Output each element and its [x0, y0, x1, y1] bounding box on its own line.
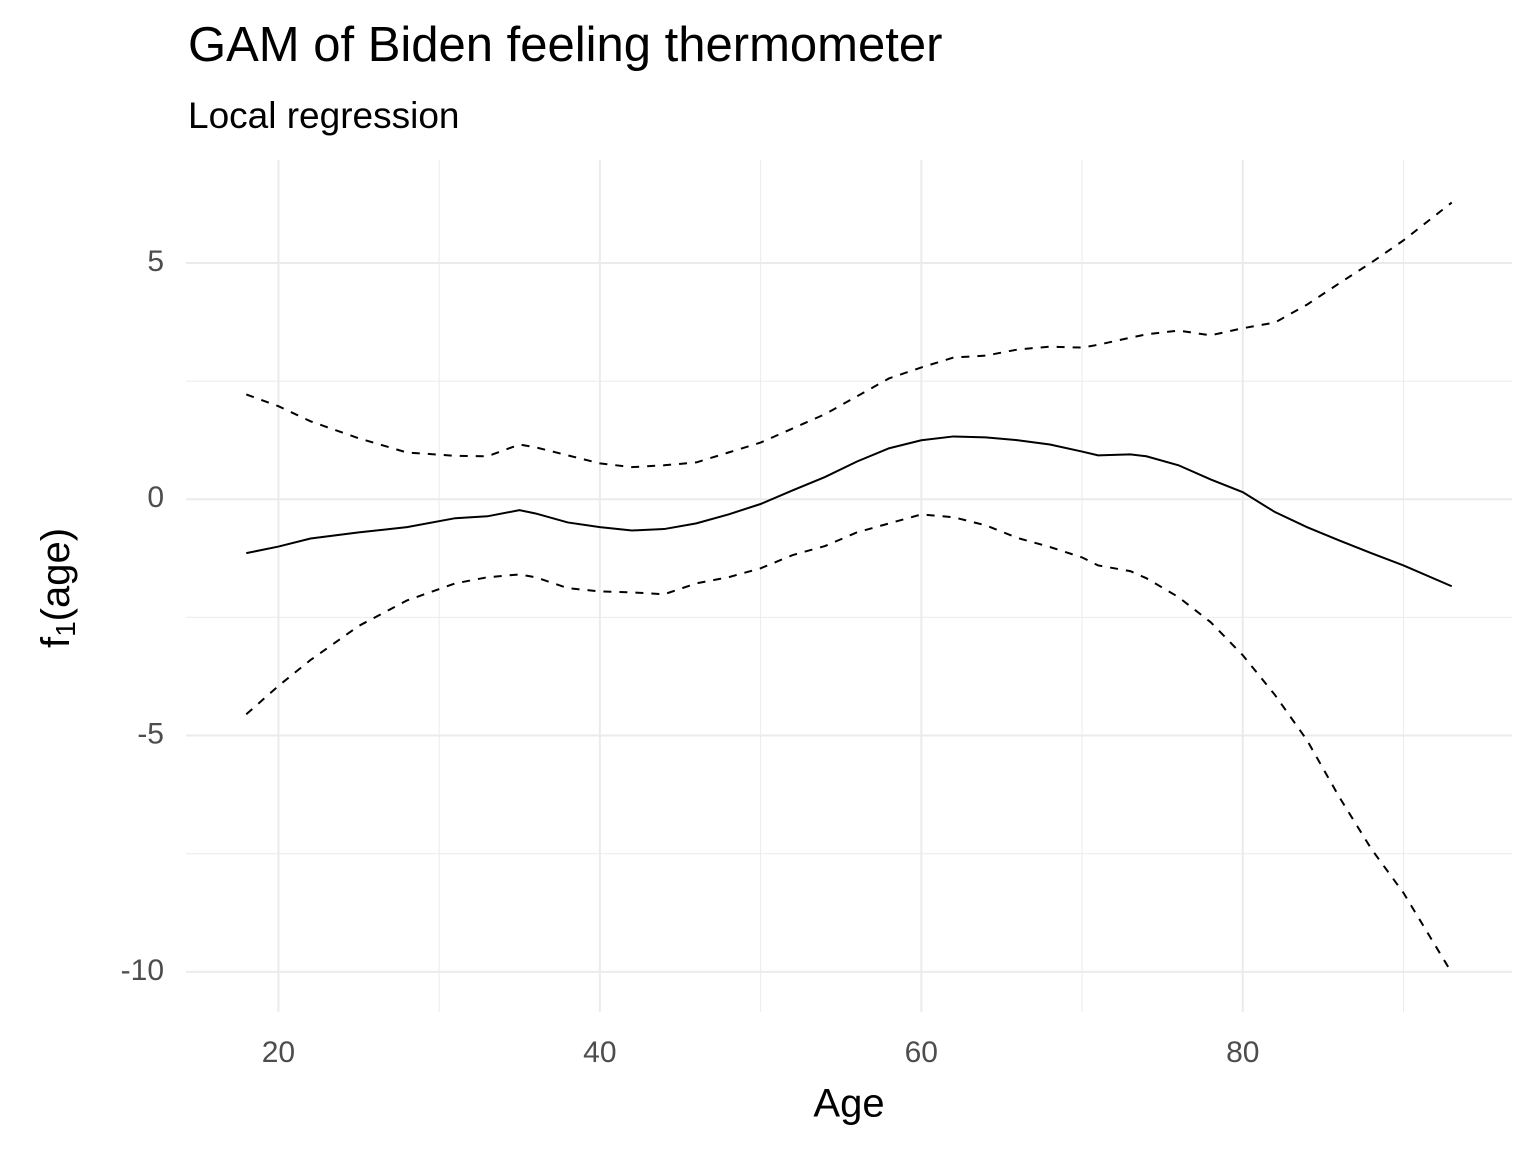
fit-line [246, 435, 1453, 588]
y-axis-title-main: f [34, 636, 78, 648]
x-tick-label: 80 [1226, 1036, 1259, 1069]
y-axis-title-subscript: 1 [50, 621, 81, 637]
y-axis-title-rest: (age) [34, 528, 78, 621]
y-axis-title: f1(age) [34, 528, 82, 648]
x-axis-title: Age [813, 1082, 884, 1126]
y-tick-label: 5 [147, 245, 164, 278]
y-tick-label: -10 [121, 954, 164, 987]
confidence-band-line [245, 513, 1453, 974]
x-tick-label: 20 [262, 1036, 295, 1069]
x-tick-label: 40 [583, 1036, 616, 1069]
chart-subtitle: Local regression [188, 95, 459, 136]
y-tick-label: 0 [147, 481, 164, 514]
confidence-band-line [245, 201, 1453, 469]
chart-title: GAM of Biden feeling thermometer [188, 18, 942, 72]
y-tick-label: -5 [137, 717, 164, 750]
x-tick-label: 60 [905, 1036, 938, 1069]
